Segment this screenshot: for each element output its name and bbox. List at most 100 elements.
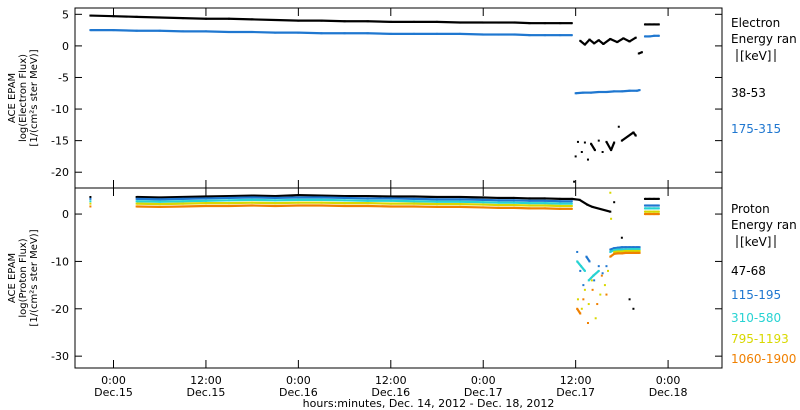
data-point bbox=[135, 15, 138, 18]
data-point bbox=[605, 265, 608, 268]
data-point bbox=[657, 207, 660, 210]
data-point bbox=[657, 210, 660, 213]
data-point bbox=[613, 201, 616, 204]
data-point bbox=[570, 207, 573, 210]
data-trace bbox=[628, 36, 637, 43]
data-point bbox=[89, 197, 92, 200]
y-axis-label: log(Proton Flux) bbox=[18, 238, 29, 317]
x-tick-date: Dec.16 bbox=[371, 386, 410, 399]
legend-title: Energy ran bbox=[731, 218, 797, 232]
data-trace bbox=[571, 197, 580, 201]
x-tick-date: Dec.15 bbox=[187, 386, 226, 399]
y-tick-label: -15 bbox=[51, 135, 69, 148]
data-trace bbox=[513, 21, 530, 25]
data-point bbox=[657, 204, 660, 207]
legend-item: 38-53 bbox=[731, 86, 766, 100]
data-trace bbox=[321, 19, 345, 23]
y-tick-label: -10 bbox=[51, 103, 69, 116]
data-point bbox=[601, 272, 604, 275]
data-point bbox=[579, 312, 582, 315]
legend-item: 175-315 bbox=[731, 122, 781, 136]
data-point bbox=[593, 279, 596, 282]
x-axis-label: hours:minutes, Dec. 14, 2012 - Dec. 18, … bbox=[303, 397, 555, 410]
data-point bbox=[570, 200, 573, 203]
data-trace bbox=[616, 37, 624, 44]
data-trace bbox=[252, 30, 276, 34]
y-tick-label: -5 bbox=[58, 71, 69, 84]
data-point bbox=[586, 158, 589, 161]
data-trace bbox=[606, 90, 615, 94]
data-point bbox=[613, 141, 616, 144]
data-trace bbox=[275, 194, 299, 198]
x-tick-date: Dec.18 bbox=[649, 386, 688, 399]
data-point bbox=[582, 284, 585, 287]
data-trace bbox=[136, 15, 160, 19]
data-trace bbox=[252, 18, 276, 22]
x-tick-date: Dec.16 bbox=[279, 386, 318, 399]
data-point bbox=[609, 255, 612, 258]
data-trace bbox=[513, 33, 530, 37]
data-point bbox=[607, 269, 610, 272]
y-axis-label: log(Electron Flux) bbox=[18, 54, 29, 142]
data-point bbox=[583, 269, 586, 272]
legend-title: Energy ran bbox=[731, 32, 797, 46]
data-trace bbox=[205, 30, 230, 34]
data-point bbox=[580, 151, 583, 153]
data-point bbox=[588, 260, 591, 263]
data-point bbox=[596, 303, 599, 306]
data-point bbox=[620, 236, 623, 239]
data-trace bbox=[159, 29, 183, 33]
y-axis-label: [1/(cm²s ster MeV)] bbox=[29, 229, 40, 326]
legend-item: 1060-1900 bbox=[731, 352, 796, 366]
data-point bbox=[297, 31, 300, 34]
data-point bbox=[570, 205, 573, 207]
legend-item: 47-68 bbox=[731, 264, 766, 278]
data-trace bbox=[298, 31, 322, 35]
data-trace bbox=[621, 89, 630, 93]
x-tick-time: 12:00 bbox=[375, 374, 407, 387]
data-point bbox=[601, 151, 604, 153]
data-point bbox=[657, 197, 660, 200]
data-trace bbox=[275, 18, 299, 22]
data-trace bbox=[590, 143, 596, 151]
data-point bbox=[600, 274, 603, 277]
data-point bbox=[570, 22, 573, 25]
data-trace bbox=[460, 32, 484, 36]
data-trace bbox=[182, 17, 206, 20]
data-point bbox=[570, 34, 573, 37]
data-point bbox=[632, 307, 635, 310]
data-point bbox=[657, 213, 660, 216]
data-point bbox=[112, 15, 115, 18]
legend-item: 115-195 bbox=[731, 288, 781, 302]
x-tick-time: 0:00 bbox=[471, 374, 496, 387]
data-trace bbox=[575, 91, 584, 95]
data-trace bbox=[113, 15, 137, 18]
data-point bbox=[583, 288, 586, 291]
x-tick-time: 12:00 bbox=[560, 374, 592, 387]
x-tick-time: 0:00 bbox=[101, 374, 126, 387]
data-trace bbox=[622, 37, 631, 43]
y-axis-label: ACE EPAM bbox=[7, 253, 18, 303]
data-point bbox=[605, 293, 608, 296]
data-trace bbox=[621, 131, 635, 142]
data-point bbox=[638, 250, 641, 252]
data-point bbox=[574, 155, 577, 158]
data-point bbox=[570, 202, 573, 205]
y-tick-label: -30 bbox=[51, 350, 69, 363]
data-point bbox=[587, 303, 590, 306]
data-trace bbox=[367, 20, 391, 23]
data-trace bbox=[602, 38, 611, 45]
data-point bbox=[594, 317, 597, 320]
data-point bbox=[586, 322, 589, 324]
data-trace bbox=[90, 14, 114, 18]
data-point bbox=[609, 191, 612, 194]
y-tick-label: -10 bbox=[51, 255, 69, 268]
data-point bbox=[579, 269, 582, 272]
data-point bbox=[657, 23, 660, 26]
legend-item: 795-1193 bbox=[731, 332, 789, 346]
data-point bbox=[597, 265, 600, 268]
y-axis-label: [1/(cm²s ster MeV)] bbox=[29, 49, 40, 146]
data-trace bbox=[590, 90, 599, 94]
data-point bbox=[628, 298, 631, 301]
